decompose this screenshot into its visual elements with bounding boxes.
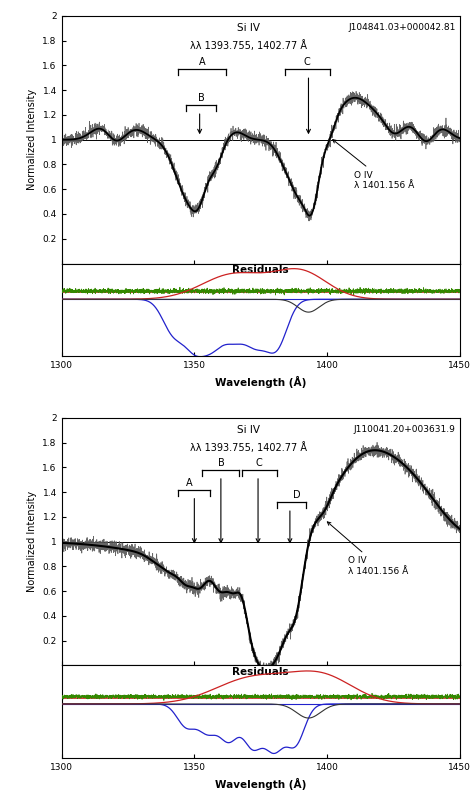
Text: Si IV: Si IV — [237, 23, 260, 33]
Text: λλ 1393.755, 1402.77 Å: λλ 1393.755, 1402.77 Å — [190, 40, 307, 51]
X-axis label: Wavelength (Å): Wavelength (Å) — [215, 376, 306, 388]
Text: Si IV: Si IV — [237, 425, 260, 435]
Text: J110041.20+003631.9: J110041.20+003631.9 — [354, 425, 456, 435]
Text: C: C — [304, 58, 310, 67]
Text: Residuals: Residuals — [232, 668, 289, 677]
X-axis label: Wavelength (Å): Wavelength (Å) — [215, 778, 306, 790]
Text: B: B — [218, 458, 224, 468]
Text: C: C — [256, 458, 263, 468]
Text: D: D — [293, 491, 301, 500]
Text: Residuals: Residuals — [232, 265, 289, 276]
Text: O IV
λ 1401.156 Å: O IV λ 1401.156 Å — [328, 522, 409, 576]
Text: λλ 1393.755, 1402.77 Å: λλ 1393.755, 1402.77 Å — [190, 442, 307, 453]
Text: B: B — [198, 93, 204, 103]
Text: J104841.03+000042.81: J104841.03+000042.81 — [348, 23, 456, 32]
Text: O IV
λ 1401.156 Å: O IV λ 1401.156 Å — [333, 140, 414, 190]
Y-axis label: Normalized Intensity: Normalized Intensity — [27, 491, 37, 592]
Text: A: A — [199, 58, 206, 67]
Y-axis label: Normalized Intensity: Normalized Intensity — [27, 89, 37, 190]
Text: A: A — [186, 478, 192, 488]
